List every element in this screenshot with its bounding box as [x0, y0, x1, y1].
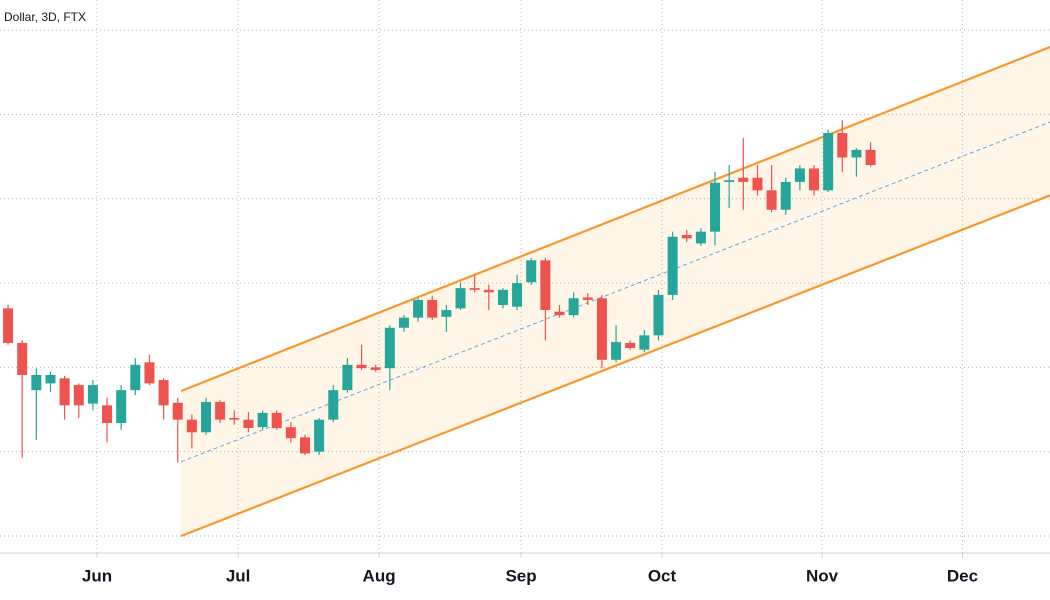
x-tick-label: Nov [806, 566, 839, 585]
channel-lower [180, 194, 1050, 537]
candle-body [512, 283, 523, 307]
grid [0, 0, 1050, 553]
candle-body [201, 401, 212, 433]
candle-body [851, 149, 862, 158]
candle-body [766, 190, 777, 210]
candle-body [172, 402, 183, 420]
candle-body [554, 311, 565, 316]
candle-body [285, 427, 296, 439]
candle-body [455, 288, 466, 309]
candle-body [568, 298, 579, 316]
candle-body [116, 390, 127, 424]
candle-body [299, 437, 310, 454]
chart-title: Dollar, 3D, FTX [4, 10, 86, 24]
x-tick-label: Aug [363, 566, 396, 585]
candle-body [215, 401, 226, 420]
candle-body [540, 260, 551, 311]
candle-body [271, 412, 282, 429]
candle-body [427, 299, 438, 318]
candle-body [102, 405, 113, 424]
candle-body [370, 367, 381, 370]
candle-body [257, 412, 268, 428]
candle-body [158, 380, 169, 406]
x-axis: Jun Jul Aug Sep Oct Nov Dec [82, 553, 978, 585]
candle-body [441, 310, 452, 317]
candles [3, 120, 876, 463]
candle-body [186, 419, 197, 433]
candle-body [314, 419, 325, 452]
candle-body [229, 417, 240, 420]
candle-body [653, 294, 664, 336]
candle-body [823, 133, 834, 191]
candle-body [497, 289, 508, 305]
channel-middle [180, 121, 1050, 463]
candle-body [469, 288, 480, 290]
candle-body [243, 419, 254, 429]
candle-body [809, 168, 820, 191]
candle-body [526, 260, 537, 283]
candle-body [710, 182, 721, 232]
candle-body [59, 378, 70, 406]
candle-body [639, 335, 650, 350]
x-tick-label: Oct [648, 566, 677, 585]
x-tick-label: Sep [505, 566, 536, 585]
candle-body [31, 374, 42, 391]
candle-body [752, 177, 763, 191]
candle-body [681, 235, 692, 239]
candle-body [144, 362, 155, 384]
candle-body [695, 231, 706, 244]
candle-body [73, 385, 84, 406]
x-tick-label: Dec [947, 566, 978, 585]
candle-body [398, 317, 409, 328]
candle-body [738, 177, 749, 182]
candle-body [667, 236, 678, 295]
candle-body [611, 342, 622, 360]
candle-body [625, 342, 636, 348]
candle-body [3, 308, 14, 343]
candle-body [130, 364, 141, 391]
candle-body [865, 149, 876, 166]
candle-body [794, 168, 805, 182]
candle-body [87, 385, 98, 404]
candle-body [582, 297, 593, 300]
candle-body [483, 289, 494, 293]
x-tick-label: Jun [82, 566, 112, 585]
candle-body [780, 181, 791, 210]
candle-body [384, 327, 395, 369]
candle-body [356, 364, 367, 369]
candle-body [596, 298, 607, 360]
candle-body [342, 364, 353, 391]
candle-body [413, 299, 424, 318]
candle-body [328, 390, 339, 420]
candle-body [45, 374, 56, 384]
candle-body [17, 342, 28, 375]
x-tick-label: Jul [226, 566, 251, 585]
candle-body [724, 180, 735, 182]
channel-upper [180, 46, 1050, 393]
candle-body [837, 133, 848, 158]
